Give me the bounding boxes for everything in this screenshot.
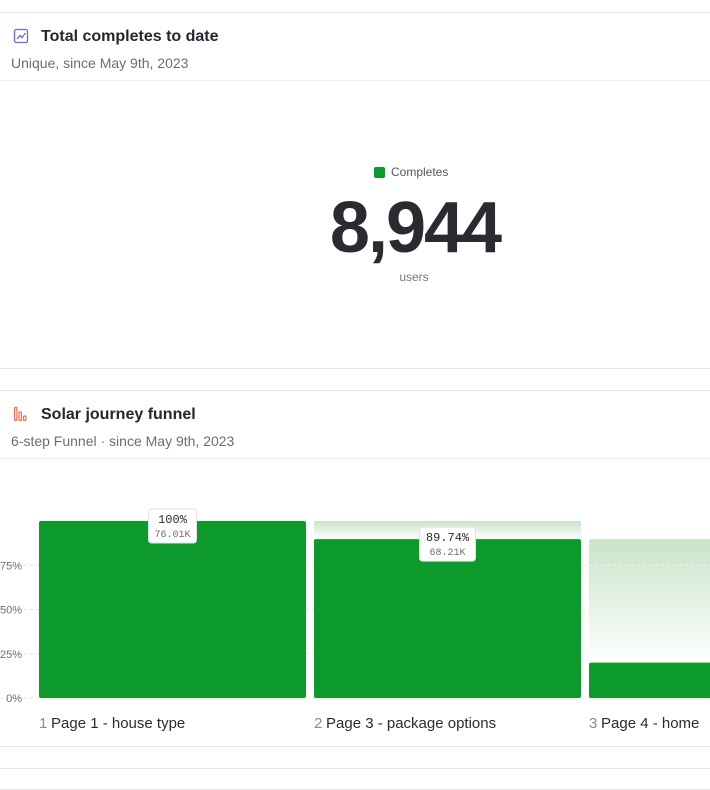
y-tick-label: 50% [0,605,22,617]
line-chart-icon [13,28,29,44]
value-label-box [419,526,476,562]
funnel-card: Solar journey funnel 6-step Funnel · sin… [0,390,710,747]
count-label: 68.21K [429,548,465,559]
value-label-box [148,508,197,544]
funnel-title[interactable]: Solar journey funnel [41,406,196,423]
funnel-dropoff-bar [589,539,710,663]
y-tick-label: 25% [0,649,22,661]
insight-subtitle: Unique, since May 9th, 2023 [11,55,189,71]
funnel-bar [39,521,306,698]
y-tick-label: 0% [6,693,22,705]
big-number-value: 8,944 [329,188,502,268]
insight-card-header: Total completes to date Unique, since Ma… [0,13,710,81]
next-card [0,768,710,790]
step-number: 3 [589,715,597,732]
count-label: 76.01K [154,530,190,541]
funnel-chart: 0% 25% 50% 75% 100% 76.01K 1 Page 1 - house ty… [0,508,710,732]
y-tick-label: 75% [0,560,22,572]
funnel-subtitle: 6-step Funnel · since May 9th, 2023 [11,433,235,449]
insight-card: Total completes to date Unique, since Ma… [0,12,710,369]
step-label: Page 3 - package options [326,715,496,732]
legend-swatch [374,166,385,178]
legend-label: Completes [391,165,449,179]
funnel-card-header: Solar journey funnel 6-step Funnel · sin… [0,391,710,459]
insight-title[interactable]: Total completes to date [41,28,219,45]
step-number: 2 [314,715,322,732]
step-number: 1 [39,715,47,732]
insight-legend: Completes [374,165,448,179]
funnel-bar [589,662,710,698]
step-label: Page 1 - house type [51,715,185,732]
step-label: Page 4 - home [601,715,699,732]
funnel-bar [314,539,581,698]
percent-label: 89.74% [426,531,470,545]
big-number-unit: users [399,270,429,284]
funnel-bars-icon [13,406,27,422]
percent-label: 100% [158,513,188,527]
